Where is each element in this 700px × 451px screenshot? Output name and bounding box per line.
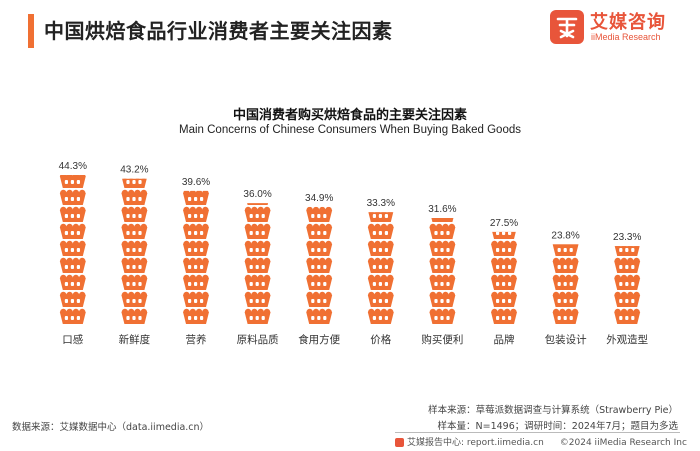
header-accent-bar	[28, 14, 34, 48]
category-label: 品牌	[494, 333, 515, 346]
category-label: 新鲜度	[119, 333, 151, 346]
bar	[429, 218, 456, 324]
bar	[121, 178, 148, 324]
sample-source: 样本来源：草莓派数据调查与计算系统（Strawberry Pie）	[428, 405, 678, 416]
value-label: 33.3%	[367, 198, 395, 209]
brand-logo-en: iiMedia Research	[591, 32, 661, 42]
bar	[367, 212, 394, 324]
footer-divider	[395, 432, 680, 433]
data-source: 数据来源：艾媒数据中心（data.iimedia.cn）	[12, 422, 210, 433]
bar-chart: 44.3% 口感 43.2% 新鲜度 39.6% 营养 36.0% 原料品质 34.9% 食用方便…	[59, 161, 649, 346]
brand-logo-cn: 艾媒咨询	[590, 12, 666, 33]
page-title: 中国烘焙食品行业消费者主要关注因素	[44, 19, 393, 43]
bar	[306, 206, 333, 324]
value-label: 23.8%	[551, 230, 579, 241]
category-label: 营养	[186, 333, 207, 346]
brand-logo: 艾媒咨询 iiMedia Research	[550, 8, 680, 48]
category-label: 包装设计	[545, 333, 587, 346]
footer-bottom: 艾媒报告中心: report.iimedia.cn ©2024 iiMedia R…	[395, 435, 687, 448]
value-label: 27.5%	[490, 218, 518, 229]
value-label: 36.0%	[243, 189, 271, 200]
bar	[244, 203, 271, 324]
chart-subtitle: Main Concerns of Chinese Consumers When …	[179, 124, 521, 136]
sample-info: 样本量：N=1496；调研时间：2024年7月；题目为多选	[437, 421, 678, 432]
value-label: 23.3%	[613, 232, 641, 243]
value-label: 31.6%	[428, 204, 456, 215]
category-label: 外观造型	[606, 333, 648, 346]
category-label: 购买便利	[421, 333, 463, 346]
brand-logo-icon	[550, 10, 584, 44]
category-label: 原料品质	[237, 333, 279, 346]
value-label: 34.9%	[305, 193, 333, 204]
bar	[552, 244, 579, 324]
bar	[59, 175, 86, 324]
bar	[614, 246, 641, 324]
value-label: 39.6%	[182, 177, 210, 188]
chart-title: 中国消费者购买烘焙食品的主要关注因素	[232, 108, 467, 123]
bar	[491, 231, 517, 324]
category-label: 食用方便	[298, 333, 340, 346]
category-label: 口感	[62, 333, 83, 346]
value-label: 44.3%	[59, 161, 87, 172]
bar	[183, 190, 209, 324]
value-label: 43.2%	[120, 165, 148, 176]
report-center-icon	[395, 438, 404, 447]
category-label: 价格	[370, 333, 391, 346]
copyright: ©2024 iiMedia Research Inc	[559, 438, 687, 448]
report-site: 艾媒报告中心: report.iimedia.cn	[407, 438, 544, 448]
